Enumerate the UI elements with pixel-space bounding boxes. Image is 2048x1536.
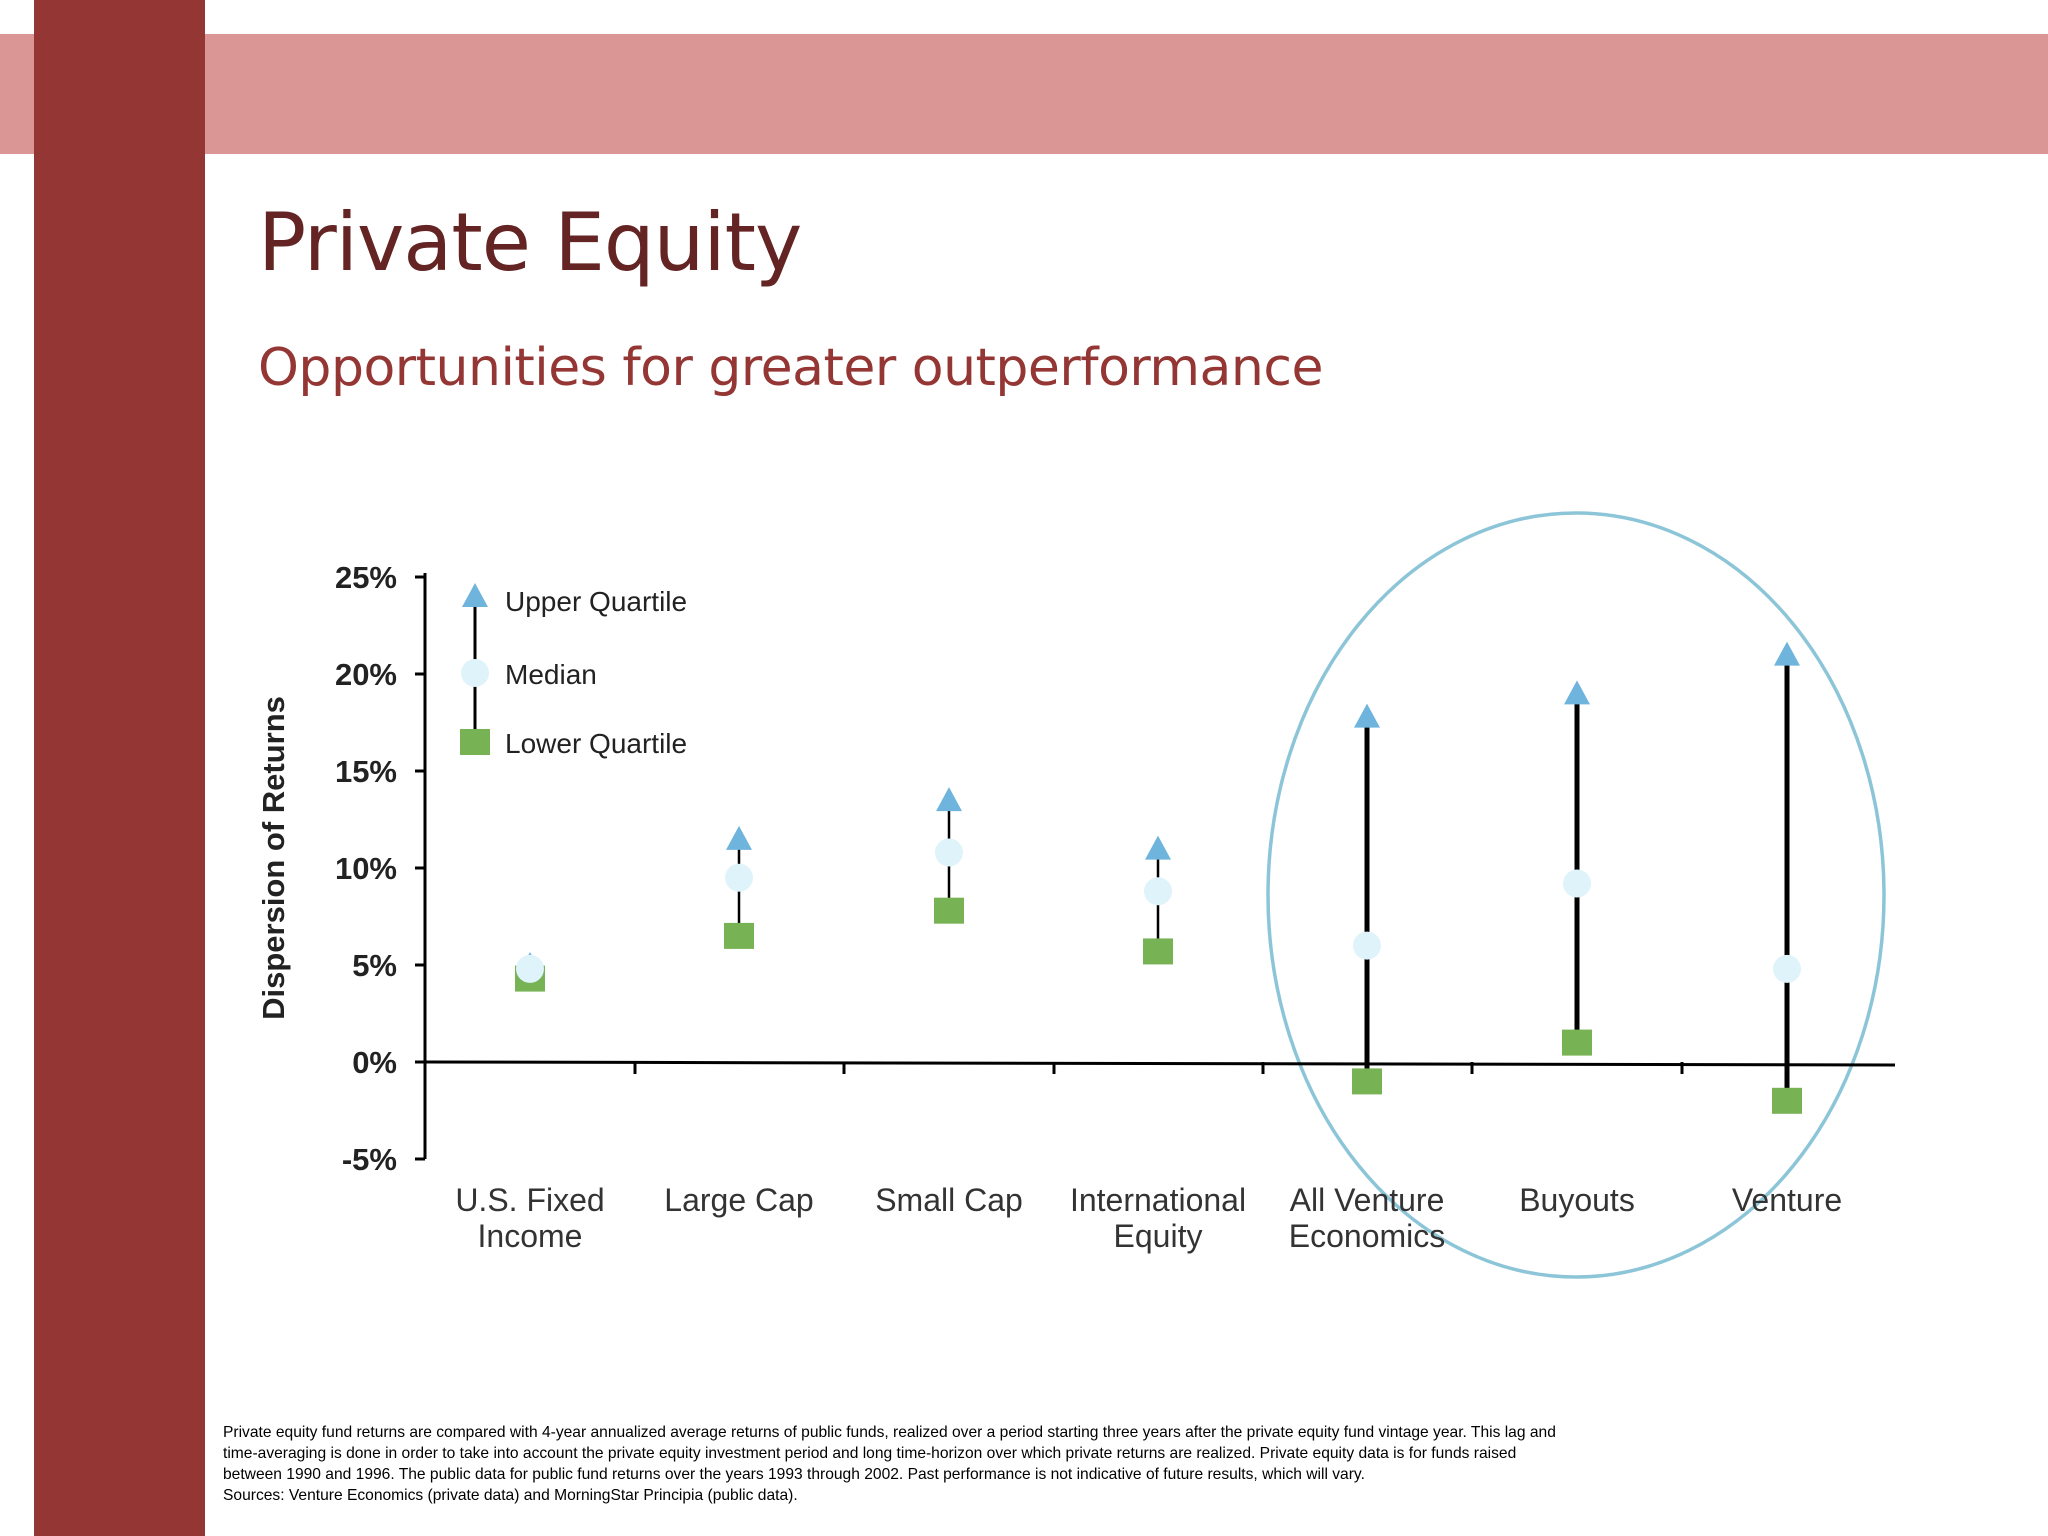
lower-quartile-point: [1562, 1029, 1592, 1056]
median-point: [516, 954, 544, 983]
legend-median-icon: [461, 659, 489, 687]
upper-quartile-point: [1354, 703, 1380, 728]
legend-label: Upper Quartile: [505, 586, 687, 617]
lower-quartile-point: [1143, 938, 1173, 965]
upper-quartile-point: [936, 787, 962, 812]
footnote-line: Private equity fund returns are compared…: [223, 1424, 1556, 1441]
footnote-line: between 1990 and 1996. The public data f…: [223, 1466, 1365, 1483]
lower-quartile-point: [1772, 1087, 1802, 1114]
x-category-label: International: [1070, 1182, 1246, 1218]
legend-label: Lower Quartile: [505, 728, 687, 759]
median-point: [1353, 931, 1381, 960]
returns-dispersion-chart: 25% 20% 15% 10% 5% 0% -5% Dispersion of Returns…: [240, 500, 1920, 1320]
legend-label: Median: [505, 659, 597, 690]
x-category-label: Equity: [1114, 1218, 1203, 1254]
upper-quartile-point: [1564, 680, 1590, 705]
y-tick-label: 25%: [335, 560, 397, 595]
x-category-label: Economics: [1289, 1218, 1446, 1254]
legend-upper-icon: [462, 583, 488, 607]
upper-quartile-point: [726, 825, 752, 850]
slide-title: Private Equity: [258, 196, 802, 289]
footnote-line: time-averaging is done in order to take …: [223, 1445, 1517, 1462]
y-tick-label: 5%: [352, 948, 397, 983]
x-category-label: Venture: [1732, 1182, 1842, 1218]
y-tick-label: 15%: [335, 754, 397, 789]
header-band: [0, 34, 2048, 154]
x-category-label: All Venture: [1290, 1182, 1445, 1218]
highlight-ring: [1266, 511, 1886, 1279]
x-category-label: Buyouts: [1519, 1182, 1635, 1218]
x-category-label: Income: [478, 1218, 583, 1254]
y-tick-label: 0%: [352, 1045, 397, 1080]
y-tick-label: 20%: [335, 657, 397, 692]
y-axis-title: Dispersion of Returns: [256, 696, 291, 1020]
median-point: [1773, 954, 1801, 983]
median-point: [725, 863, 753, 892]
footnote: Private equity fund returns are compared…: [223, 1422, 1783, 1506]
median-point: [1563, 869, 1591, 898]
legend-lower-icon: [460, 729, 490, 755]
upper-quartile-point: [1774, 641, 1800, 666]
slide-subtitle: Opportunities for greater outperformance: [258, 338, 1323, 398]
median-point: [935, 838, 963, 867]
lower-quartile-point: [934, 897, 964, 924]
footnote-line: Sources: Venture Economics (private data…: [223, 1487, 798, 1504]
lower-quartile-point: [724, 922, 754, 949]
lower-quartile-point: [1352, 1068, 1382, 1095]
median-point: [1144, 877, 1172, 906]
y-tick-label: -5%: [342, 1142, 397, 1177]
y-tick-label: 10%: [335, 851, 397, 886]
side-bar: [34, 0, 205, 1536]
x-axis-zero-line: [424, 1060, 1896, 1067]
upper-quartile-point: [1145, 835, 1171, 860]
x-category-label: Small Cap: [875, 1182, 1023, 1218]
chart-svg: 25% 20% 15% 10% 5% 0% -5% Dispersion of Returns…: [256, 511, 1896, 1279]
x-category-label: U.S. Fixed: [455, 1182, 604, 1218]
x-category-label: Large Cap: [664, 1182, 813, 1218]
